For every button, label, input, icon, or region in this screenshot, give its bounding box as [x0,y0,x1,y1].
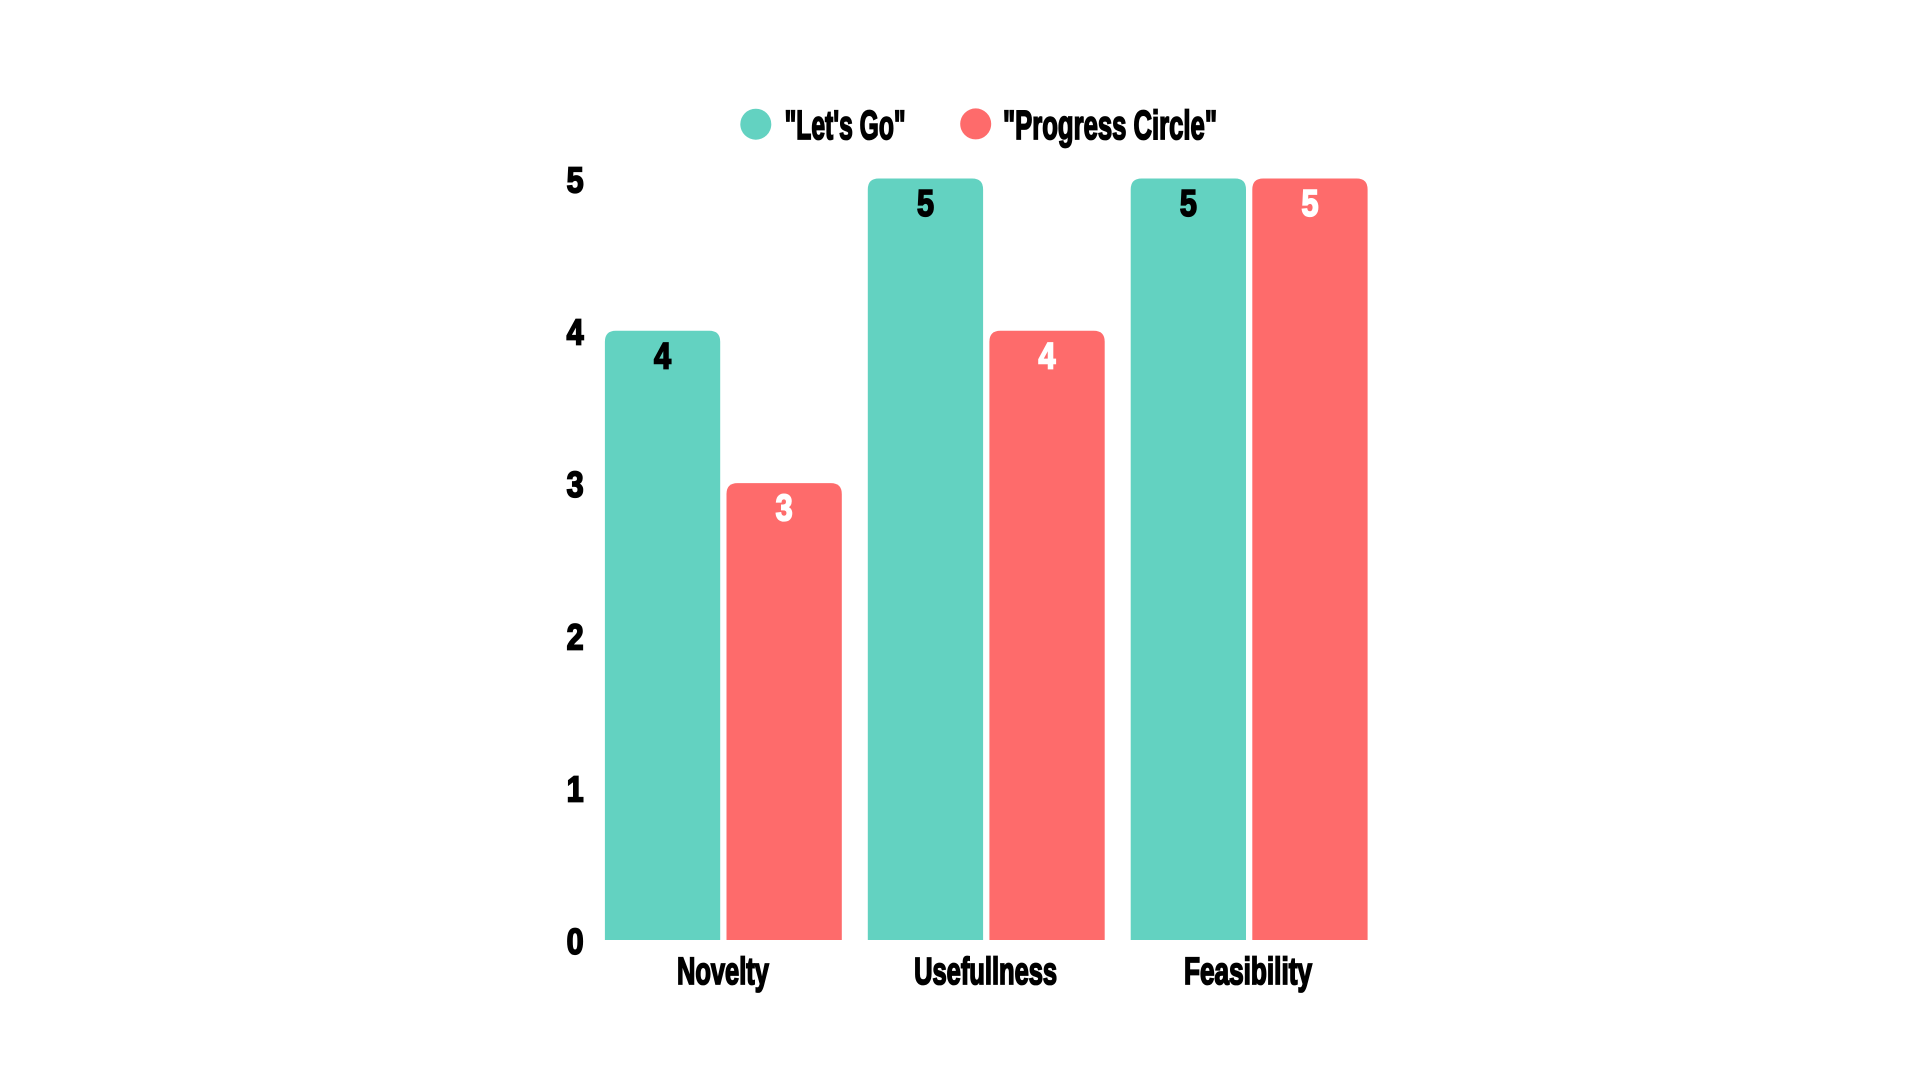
svg-text:4: 4 [1039,335,1056,376]
svg-text:5: 5 [1301,183,1318,224]
svg-text:4: 4 [654,335,671,376]
svg-text:Usefullness: Usefullness [914,951,1057,993]
svg-text:3: 3 [776,488,793,529]
svg-text:5: 5 [567,159,584,200]
svg-text:Novelty: Novelty [677,951,769,993]
svg-text:1: 1 [567,769,584,810]
svg-text:2: 2 [567,616,584,657]
svg-text:"Let's Go": "Let's Go" [785,102,906,148]
svg-text:"Progress Circle": "Progress Circle" [1003,102,1217,148]
svg-text:0: 0 [567,921,584,962]
svg-text:3: 3 [567,464,584,505]
svg-text:5: 5 [1180,183,1197,224]
svg-text:5: 5 [917,183,934,224]
svg-text:4: 4 [567,312,585,353]
svg-text:Feasibility: Feasibility [1184,951,1312,993]
